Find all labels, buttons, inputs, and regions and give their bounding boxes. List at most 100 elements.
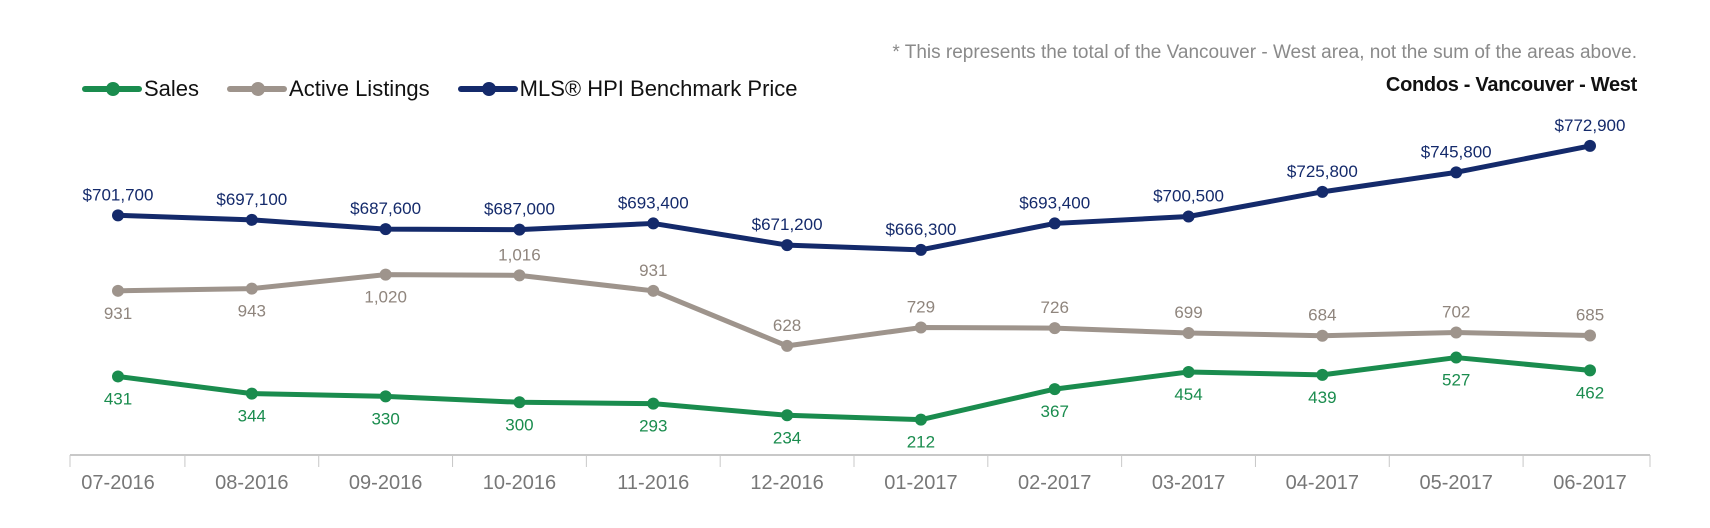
x-tick-label: 08-2016 (215, 472, 288, 494)
data-point-sales (245, 387, 258, 400)
data-point-active-listings (1048, 322, 1061, 335)
series-line-active-listings (115, 272, 1593, 349)
legend-label-active-listings: Active Listings (289, 76, 430, 101)
data-label-hpi-price: $693,400 (618, 193, 689, 212)
data-label-active-listings: 943 (238, 302, 266, 321)
x-tick-label: 04-2017 (1286, 472, 1359, 494)
data-label-active-listings: 684 (1308, 306, 1336, 325)
data-point-sales (112, 370, 124, 383)
data-label-active-listings: 628 (773, 316, 801, 335)
data-point-active-listings (647, 284, 660, 297)
data-point-hpi-price (1316, 185, 1329, 198)
data-point-active-listings (1450, 326, 1463, 339)
data-point-hpi-price (112, 209, 124, 222)
data-label-sales: 439 (1308, 388, 1336, 407)
data-point-sales (647, 397, 660, 410)
data-label-hpi-price: $701,700 (83, 185, 154, 204)
data-label-active-listings: 726 (1041, 298, 1069, 317)
data-point-hpi-price (245, 213, 258, 226)
data-point-sales (1450, 351, 1463, 364)
data-point-hpi-price (513, 223, 526, 236)
data-point-hpi-price (781, 239, 794, 252)
data-point-active-listings (379, 268, 392, 281)
data-point-active-listings (112, 284, 124, 297)
legend-item-sales[interactable]: Sales (82, 76, 199, 102)
data-label-sales: 431 (104, 389, 132, 408)
data-label-sales: 212 (907, 433, 935, 452)
data-point-active-listings (513, 269, 526, 282)
x-tick-label: 03-2017 (1152, 472, 1225, 494)
data-label-active-listings: 931 (639, 261, 667, 280)
x-tick-label: 09-2016 (349, 472, 422, 494)
data-label-active-listings: 1,020 (364, 288, 407, 307)
data-point-active-listings (1584, 329, 1596, 342)
data-label-sales: 527 (1442, 371, 1470, 390)
chart-subtitle: Condos - Vancouver - West (1385, 74, 1637, 96)
legend-label-sales: Sales (144, 76, 200, 101)
x-tick-label: 12-2016 (750, 472, 823, 494)
x-tick-label: 02-2017 (1018, 472, 1091, 494)
legend-swatch-hpi-price (457, 82, 518, 96)
data-label-sales: 454 (1174, 385, 1202, 404)
data-label-sales: 367 (1041, 402, 1069, 421)
legend: Sales Active Listings MLS® HPI Benchmark… (82, 76, 826, 102)
data-label-active-listings: 931 (104, 304, 132, 323)
series-line-hpi-price (115, 143, 1593, 253)
data-label-hpi-price: $772,900 (1555, 116, 1626, 135)
data-point-active-listings (914, 321, 927, 334)
data-point-sales (781, 409, 794, 422)
data-point-sales (1316, 368, 1329, 381)
data-point-hpi-price (1182, 210, 1195, 223)
data-label-active-listings: 702 (1442, 302, 1470, 321)
data-label-sales: 234 (773, 428, 801, 447)
data-label-hpi-price: $687,000 (484, 200, 555, 219)
data-point-sales (1048, 383, 1061, 396)
x-tick-label: 06-2017 (1553, 472, 1626, 494)
data-label-active-listings: 699 (1174, 303, 1202, 322)
footnote: * This represents the total of the Vanco… (892, 42, 1637, 63)
data-label-sales: 462 (1576, 383, 1604, 402)
x-tick-label: 11-2016 (617, 472, 689, 494)
legend-item-hpi-price[interactable]: MLS® HPI Benchmark Price (457, 76, 798, 102)
data-label-active-listings: 1,016 (498, 245, 541, 264)
data-label-hpi-price: $700,500 (1153, 187, 1224, 206)
legend-item-active-listings[interactable]: Active Listings (227, 76, 430, 102)
data-point-hpi-price (647, 217, 660, 230)
data-point-hpi-price (914, 243, 927, 256)
data-label-hpi-price: $687,600 (350, 199, 421, 218)
data-point-sales (1584, 364, 1596, 377)
data-point-active-listings (1316, 329, 1329, 342)
data-point-hpi-price (1048, 217, 1061, 230)
legend-swatch-active-listings (227, 82, 288, 96)
data-point-hpi-price (1450, 166, 1463, 179)
data-label-hpi-price: $693,400 (1019, 193, 1090, 212)
x-tick-label: 07-2016 (81, 472, 154, 494)
data-label-sales: 330 (371, 409, 399, 428)
data-point-sales (1182, 365, 1195, 378)
data-point-active-listings (1182, 327, 1195, 339)
data-point-sales (513, 396, 526, 409)
data-label-hpi-price: $745,800 (1421, 142, 1492, 161)
data-point-hpi-price (1584, 139, 1596, 152)
x-tick-label: 10-2016 (483, 472, 556, 494)
data-label-hpi-price: $671,200 (752, 215, 823, 234)
x-tick-label: 01-2017 (884, 472, 957, 494)
data-label-active-listings: 685 (1576, 306, 1604, 325)
data-label-sales: 300 (505, 415, 533, 434)
legend-swatch-sales (82, 82, 142, 96)
legend-label-hpi-price: MLS® HPI Benchmark Price (519, 76, 798, 101)
data-label-hpi-price: $666,300 (885, 220, 956, 239)
data-label-sales: 344 (238, 407, 266, 426)
data-label-active-listings: 729 (907, 298, 935, 317)
data-point-sales (379, 390, 392, 403)
data-label-hpi-price: $697,100 (216, 190, 287, 209)
data-label-sales: 293 (639, 417, 667, 436)
data-point-hpi-price (379, 223, 392, 236)
data-label-hpi-price: $725,800 (1287, 162, 1358, 181)
data-point-active-listings (245, 282, 258, 295)
x-tick-label: 05-2017 (1419, 472, 1492, 494)
series-line-sales (115, 355, 1593, 423)
data-point-sales (914, 413, 927, 426)
data-point-active-listings (781, 339, 794, 352)
